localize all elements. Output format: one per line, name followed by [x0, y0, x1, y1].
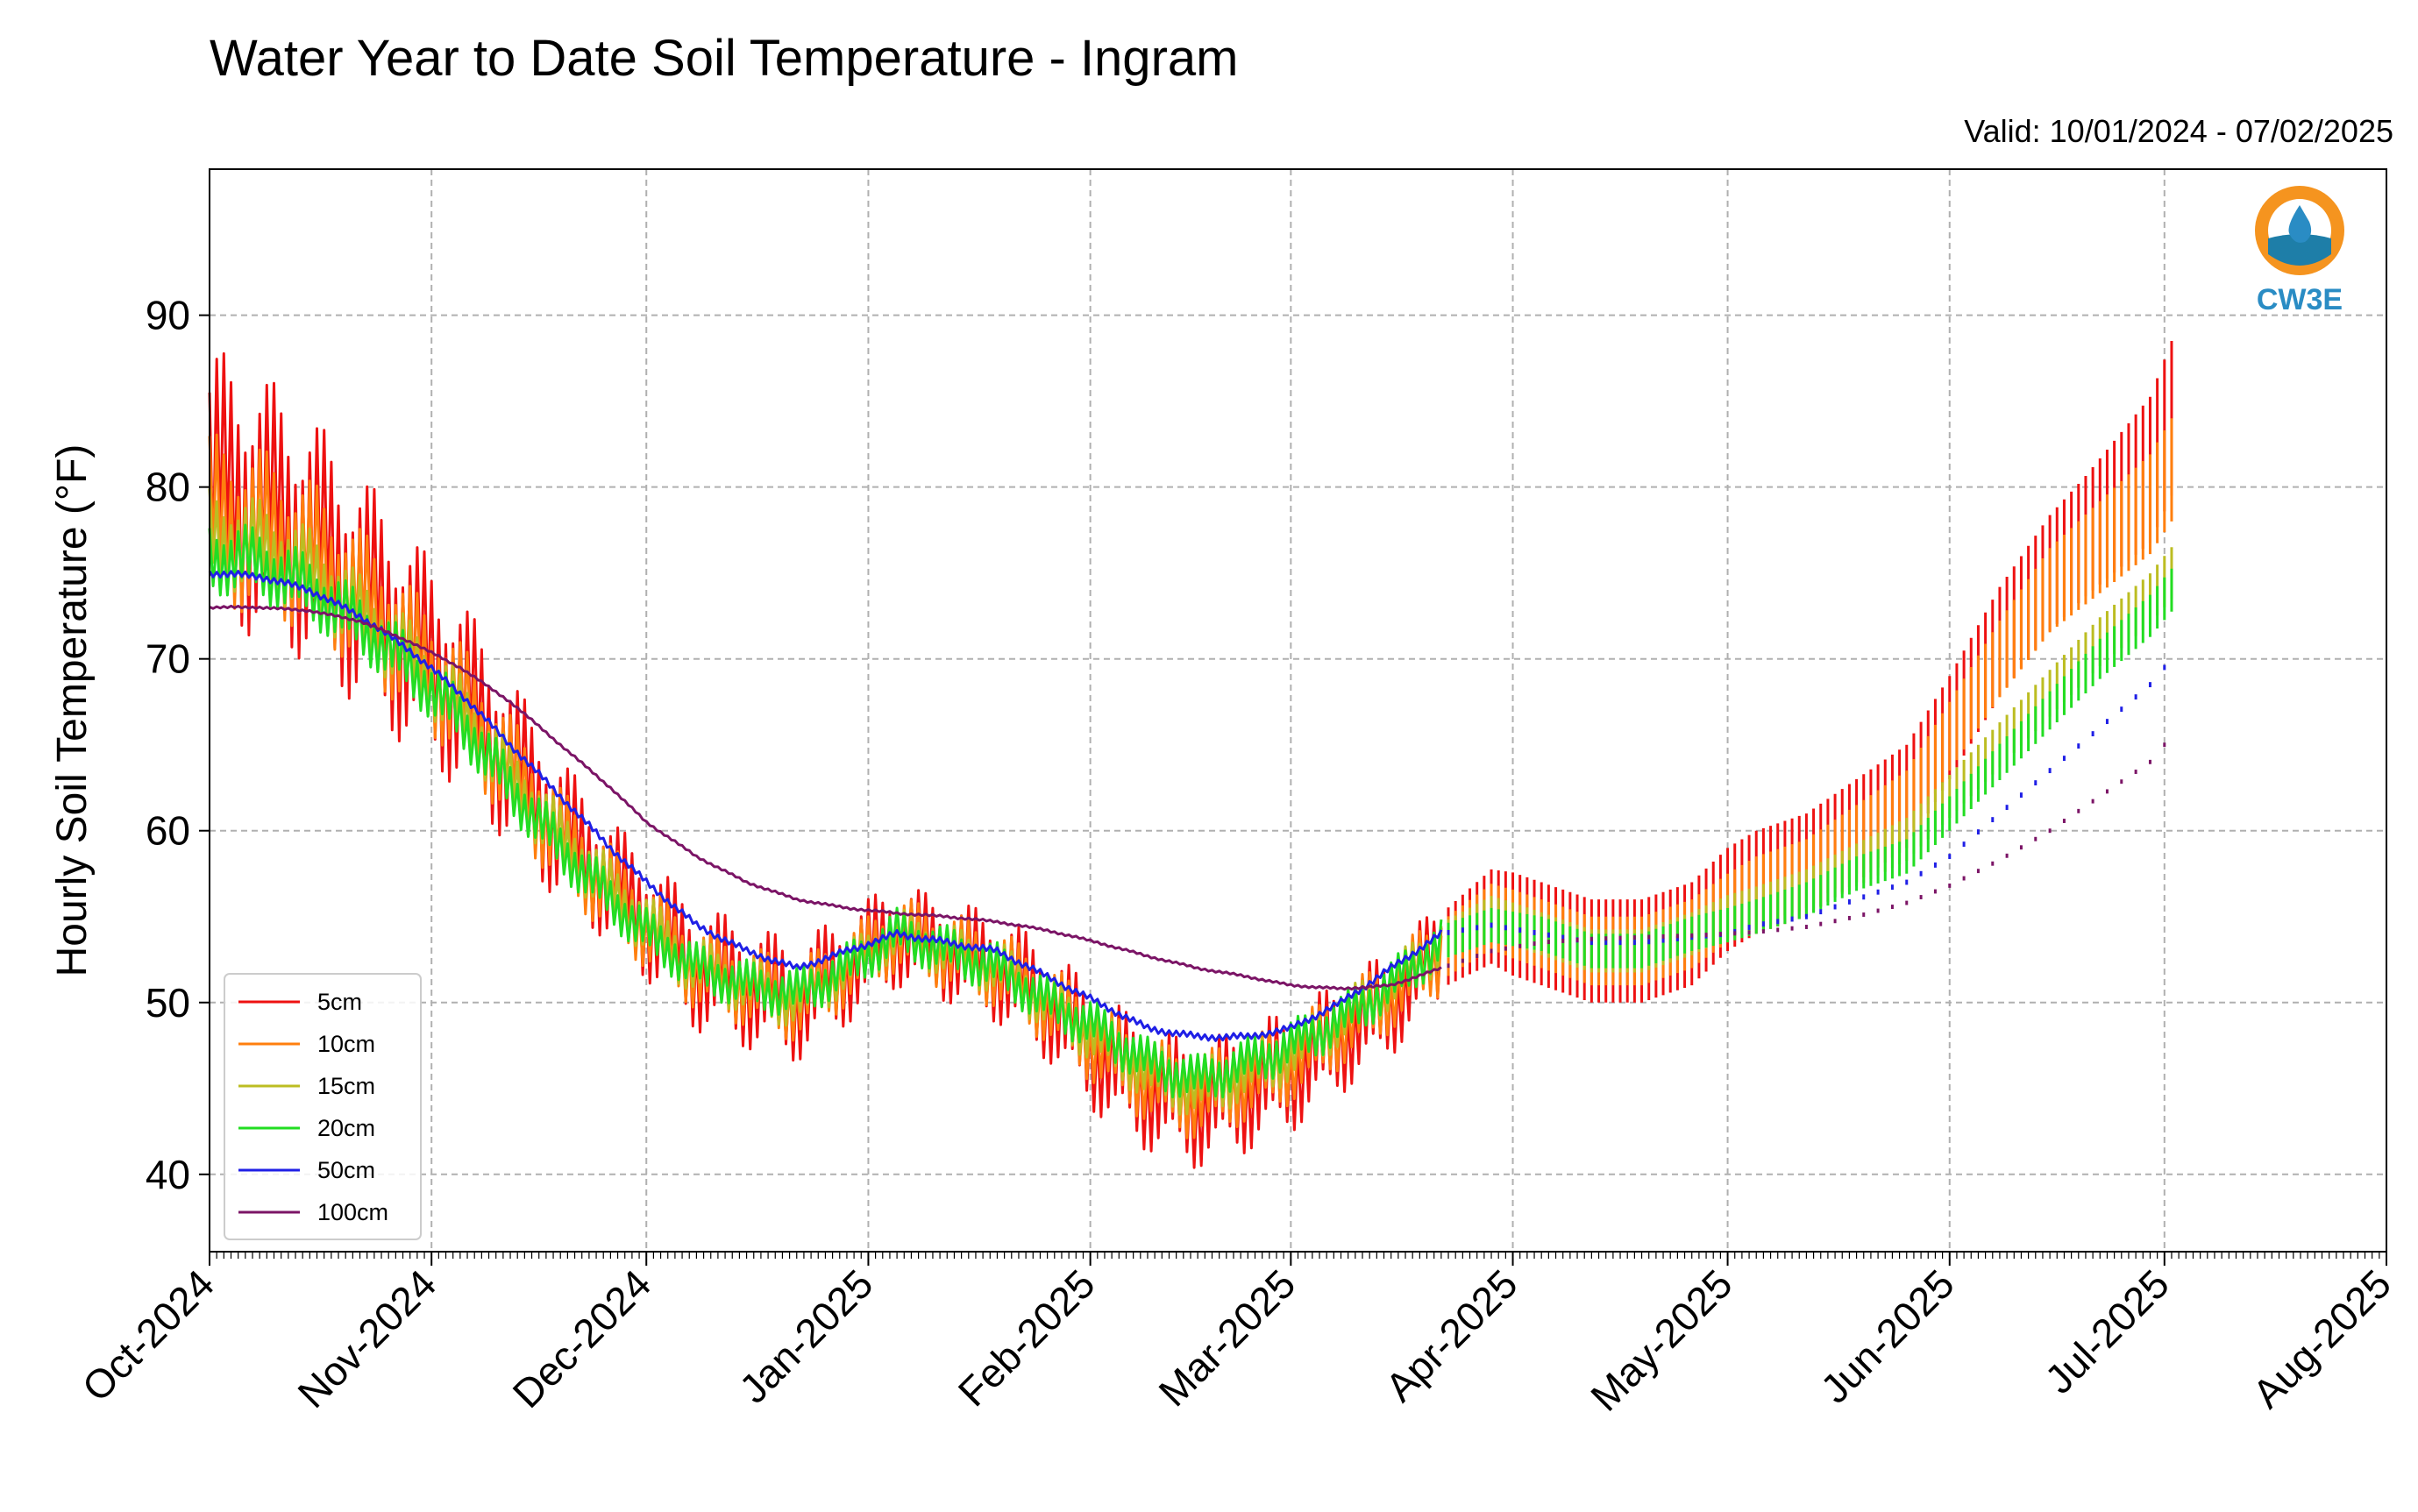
series-20cm [208, 523, 2173, 1099]
x-tick-label: Apr-2025 [1376, 1260, 1526, 1410]
y-tick-label: 60 [146, 808, 190, 854]
chart-subtitle: Valid: 10/01/2024 - 07/02/2025 [1964, 113, 2393, 149]
x-tick-label: Dec-2024 [504, 1260, 660, 1416]
series-line [209, 604, 1442, 991]
legend-label: 15cm [317, 1073, 375, 1099]
logo-text: CW3E [2257, 283, 2343, 316]
x-tick-label: Jun-2025 [1811, 1260, 1962, 1411]
x-tick-label: Oct-2024 [74, 1260, 224, 1410]
legend-label: 10cm [317, 1031, 375, 1057]
x-tick-label: Mar-2025 [1149, 1260, 1304, 1415]
plot-area-frame [209, 168, 2387, 1253]
gridlines [210, 169, 2386, 1252]
y-tick-label: 90 [146, 293, 190, 338]
y-axis: 40 50 60 70 80 90 [146, 293, 210, 1197]
series-line [208, 570, 1443, 1042]
series-group [208, 341, 2173, 1169]
series-50cm [208, 570, 2166, 1042]
logo-wave-icon [2268, 234, 2331, 266]
legend-label: 20cm [317, 1115, 375, 1141]
series-100cm [209, 604, 2166, 991]
legend-box [224, 973, 422, 1240]
x-tick-label: Aug-2025 [2244, 1260, 2400, 1416]
x-tick-label: May-2025 [1582, 1260, 1740, 1419]
legend-label: 50cm [317, 1157, 375, 1183]
y-tick-label: 40 [146, 1152, 190, 1197]
legend-label: 5cm [317, 989, 362, 1015]
x-minor-ticks [209, 1252, 2387, 1259]
x-tick-label: Feb-2025 [949, 1260, 1104, 1415]
legend: 5cm 10cm 15cm 20cm 50cm 100cm [224, 973, 422, 1240]
series-line [208, 523, 1443, 1099]
x-tick-label: Jul-2025 [2036, 1260, 2178, 1402]
series-line [208, 433, 1443, 1139]
y-axis-label: Hourly Soil Temperature (°F) [49, 444, 96, 977]
y-tick-label: 80 [146, 465, 190, 510]
x-tick-label: Nov-2024 [288, 1260, 444, 1416]
x-tick-label: Jan-2025 [730, 1260, 881, 1411]
x-axis: Oct-2024 Nov-2024 Dec-2024 Jan-2025 Feb-2025… [74, 1252, 2400, 1420]
cw3e-logo: CW3E [2255, 186, 2344, 316]
logo-drop-icon [2288, 205, 2312, 243]
chart-title: Water Year to Date Soil Temperature - In… [210, 30, 1238, 87]
y-tick-label: 50 [146, 980, 190, 1026]
legend-label: 100cm [317, 1199, 388, 1225]
y-tick-label: 70 [146, 636, 190, 682]
